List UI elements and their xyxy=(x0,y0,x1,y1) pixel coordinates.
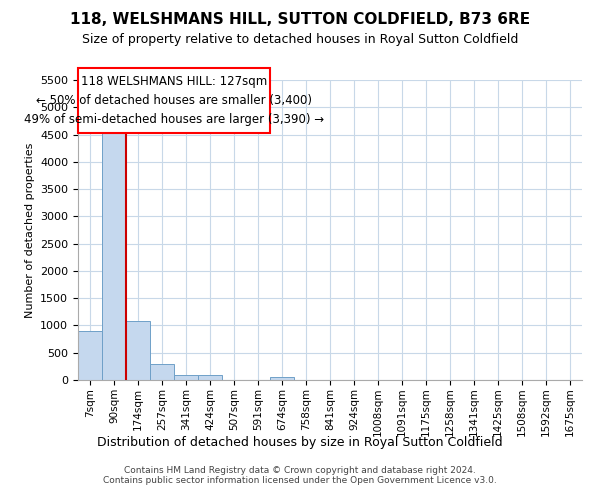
Text: 49% of semi-detached houses are larger (3,390) →: 49% of semi-detached houses are larger (… xyxy=(24,113,324,126)
Text: ← 50% of detached houses are smaller (3,400): ← 50% of detached houses are smaller (3,… xyxy=(36,94,312,107)
Text: Contains public sector information licensed under the Open Government Licence v3: Contains public sector information licen… xyxy=(103,476,497,485)
Bar xyxy=(150,364,174,380)
Text: 118 WELSHMANS HILL: 127sqm: 118 WELSHMANS HILL: 127sqm xyxy=(81,75,267,88)
Bar xyxy=(174,374,198,380)
Bar xyxy=(270,378,294,380)
Text: Distribution of detached houses by size in Royal Sutton Coldfield: Distribution of detached houses by size … xyxy=(97,436,503,449)
Bar xyxy=(102,130,126,380)
Bar xyxy=(78,331,102,380)
Bar xyxy=(126,322,150,380)
Text: 118, WELSHMANS HILL, SUTTON COLDFIELD, B73 6RE: 118, WELSHMANS HILL, SUTTON COLDFIELD, B… xyxy=(70,12,530,28)
Y-axis label: Number of detached properties: Number of detached properties xyxy=(25,142,35,318)
Text: Contains HM Land Registry data © Crown copyright and database right 2024.: Contains HM Land Registry data © Crown c… xyxy=(124,466,476,475)
Text: Size of property relative to detached houses in Royal Sutton Coldfield: Size of property relative to detached ho… xyxy=(82,32,518,46)
Bar xyxy=(198,374,222,380)
